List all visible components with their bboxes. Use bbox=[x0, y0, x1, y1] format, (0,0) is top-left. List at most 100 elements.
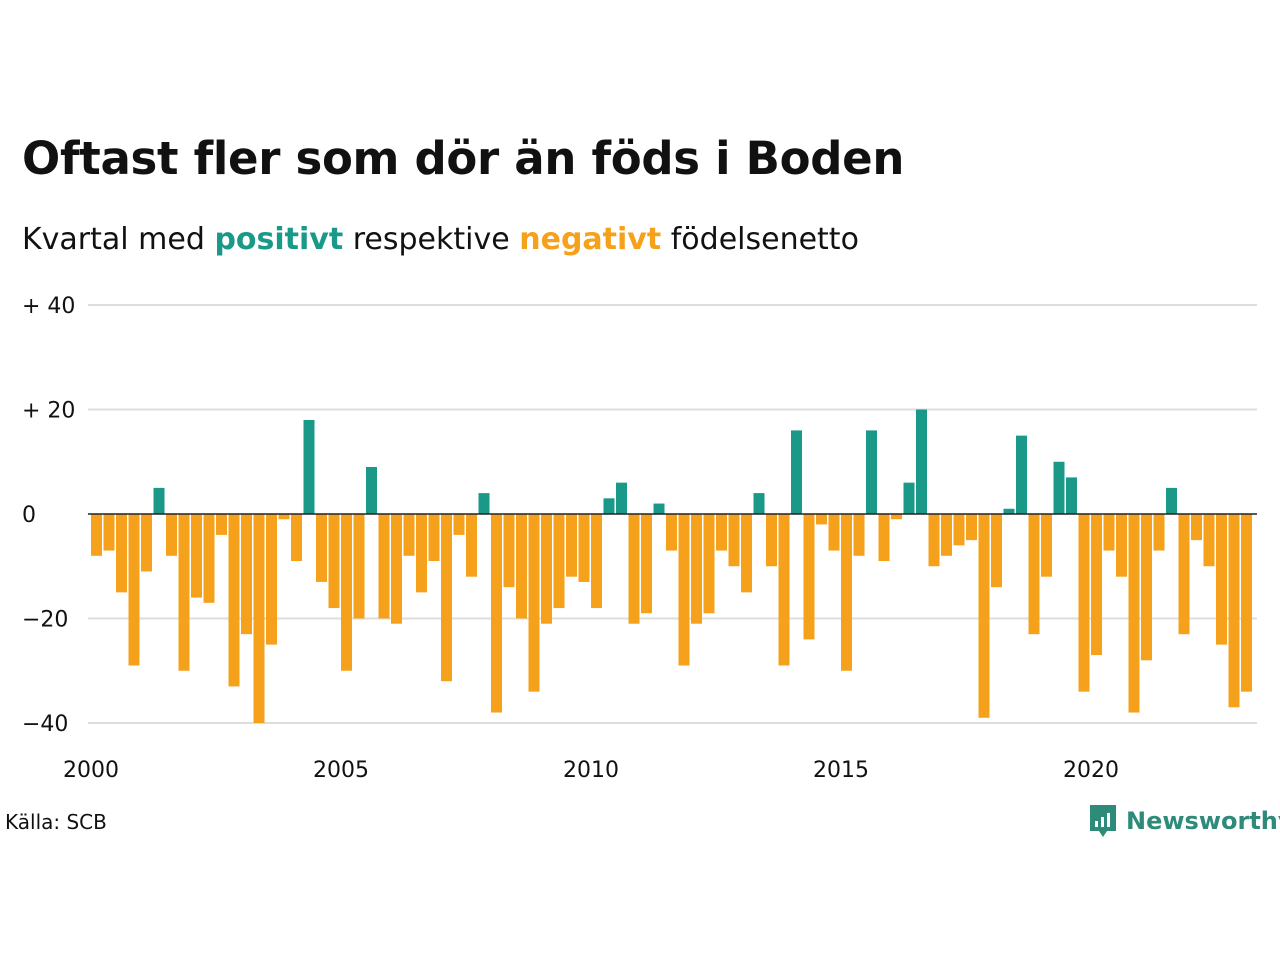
bar bbox=[703, 514, 715, 614]
bar bbox=[928, 514, 940, 567]
bar bbox=[578, 514, 590, 582]
bar bbox=[403, 514, 415, 556]
bar bbox=[116, 514, 127, 593]
bar bbox=[1028, 514, 1040, 635]
bar bbox=[1066, 477, 1077, 514]
bar bbox=[1041, 514, 1052, 577]
bar bbox=[466, 514, 477, 577]
bar bbox=[103, 514, 115, 551]
bar bbox=[328, 514, 340, 609]
y-tick-label: + 40 bbox=[22, 294, 75, 319]
bar bbox=[866, 430, 877, 514]
chart-title: Oftast fler som dör än föds i Boden bbox=[22, 132, 905, 185]
bar bbox=[378, 514, 390, 619]
bar bbox=[303, 419, 315, 514]
bar bbox=[816, 514, 827, 525]
bar bbox=[978, 514, 990, 718]
bar bbox=[1153, 514, 1165, 551]
brand: Newsworthy bbox=[1088, 803, 1280, 839]
bar bbox=[766, 514, 777, 567]
x-tick-label: 2005 bbox=[313, 758, 369, 783]
bar bbox=[153, 487, 165, 514]
bar bbox=[878, 514, 890, 562]
bar bbox=[316, 514, 327, 582]
x-tick-label: 2010 bbox=[563, 758, 619, 783]
bar bbox=[1178, 514, 1190, 635]
subtitle-suffix: födelsenetto bbox=[670, 222, 859, 257]
bar bbox=[553, 514, 565, 609]
bar bbox=[641, 514, 652, 614]
bar bbox=[503, 514, 515, 588]
bar bbox=[191, 514, 202, 598]
bar bbox=[428, 514, 440, 562]
bar bbox=[441, 514, 452, 682]
x-tick-label: 2020 bbox=[1063, 758, 1119, 783]
bar bbox=[353, 514, 365, 619]
bar bbox=[716, 514, 727, 551]
bar bbox=[1141, 514, 1152, 661]
bar bbox=[253, 514, 265, 723]
newsworthy-logo-icon bbox=[1090, 805, 1116, 837]
bar bbox=[91, 514, 102, 556]
bar bbox=[128, 514, 140, 666]
bar bbox=[1166, 487, 1177, 514]
bar bbox=[478, 493, 490, 514]
bar bbox=[178, 514, 190, 671]
bar bbox=[566, 514, 577, 577]
bar bbox=[628, 514, 640, 624]
bar bbox=[616, 482, 627, 514]
bar bbox=[891, 514, 902, 520]
bar bbox=[903, 482, 915, 514]
bar bbox=[603, 498, 615, 514]
bar bbox=[1078, 514, 1090, 692]
source-note: Källa: SCB bbox=[5, 810, 107, 834]
bar-chart: + 40 + 20 0 −20 −40 2000 2005 2010 2015 2020 bbox=[22, 294, 1257, 783]
bar bbox=[291, 514, 302, 562]
bar bbox=[241, 514, 252, 635]
bar bbox=[941, 514, 952, 556]
bar bbox=[841, 514, 852, 671]
bar bbox=[966, 514, 977, 541]
bar bbox=[528, 514, 540, 692]
x-tick-label: 2000 bbox=[63, 758, 119, 783]
bar bbox=[516, 514, 527, 619]
bar bbox=[266, 514, 277, 645]
bar bbox=[803, 514, 815, 640]
bar bbox=[1191, 514, 1202, 541]
bar bbox=[1003, 508, 1015, 514]
bar bbox=[691, 514, 702, 624]
bar bbox=[1241, 514, 1252, 692]
bar bbox=[778, 514, 790, 666]
bar bbox=[666, 514, 677, 551]
bar bbox=[341, 514, 352, 671]
bar bbox=[541, 514, 552, 624]
subtitle-positive-word: positivt bbox=[214, 222, 344, 257]
y-tick-label: −40 bbox=[22, 712, 68, 737]
bar bbox=[753, 493, 765, 514]
bar bbox=[1228, 514, 1240, 708]
bar bbox=[1016, 435, 1027, 514]
bar bbox=[166, 514, 177, 556]
brand-name: Newsworthy bbox=[1126, 807, 1280, 835]
bar bbox=[1103, 514, 1115, 551]
bar bbox=[391, 514, 402, 624]
bar bbox=[1053, 461, 1065, 514]
subtitle-negative-word: negativt bbox=[519, 222, 662, 257]
bar bbox=[991, 514, 1002, 588]
bar bbox=[1128, 514, 1140, 713]
y-tick-label: + 20 bbox=[22, 399, 75, 424]
subtitle-prefix: Kvartal med bbox=[22, 222, 205, 257]
bar bbox=[1216, 514, 1227, 645]
subtitle-middle: respektive bbox=[352, 222, 510, 257]
bar bbox=[1203, 514, 1215, 567]
bar bbox=[791, 430, 802, 514]
bar bbox=[728, 514, 740, 567]
bar bbox=[453, 514, 465, 535]
bar bbox=[1091, 514, 1102, 656]
bar bbox=[366, 466, 377, 514]
bar bbox=[141, 514, 152, 572]
y-tick-label: 0 bbox=[22, 503, 36, 528]
bar bbox=[741, 514, 752, 593]
bar bbox=[916, 409, 927, 514]
bar bbox=[216, 514, 227, 535]
